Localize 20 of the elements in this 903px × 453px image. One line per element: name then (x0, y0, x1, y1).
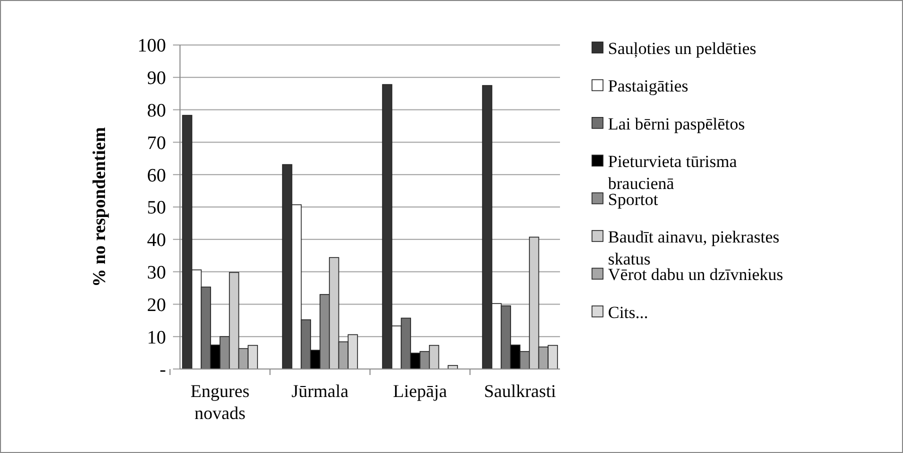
legend-label: Lai bērni paspēlētos (608, 114, 745, 134)
y-tick-label: 40 (147, 230, 166, 252)
x-tick-label: Liepāja (393, 381, 447, 401)
legend-label: Sauļoties un peldēties (608, 38, 756, 58)
y-tick-label: 10 (147, 327, 166, 348)
y-tick-label: 50 (147, 198, 166, 219)
y-tick-label: 90 (147, 68, 166, 90)
y-tick-label: - (160, 360, 166, 381)
x-tick-label: Engures novads (190, 381, 250, 423)
legend-label: Cits... (608, 302, 648, 322)
y-tick-label: 30 (147, 262, 166, 284)
y-tick-label: 80 (147, 100, 166, 122)
y-axis-title: % no respondentiem (89, 127, 109, 287)
x-tick-label: Saulkrasti (484, 381, 556, 401)
y-tick-label: 70 (147, 132, 166, 154)
y-tick-label: 60 (147, 165, 166, 186)
x-tick-label: Jūrmala (292, 381, 348, 401)
legend-label: Pastaigāties (608, 76, 688, 96)
y-tick-label: 100 (138, 36, 166, 57)
y-tick-label: 20 (147, 294, 166, 316)
